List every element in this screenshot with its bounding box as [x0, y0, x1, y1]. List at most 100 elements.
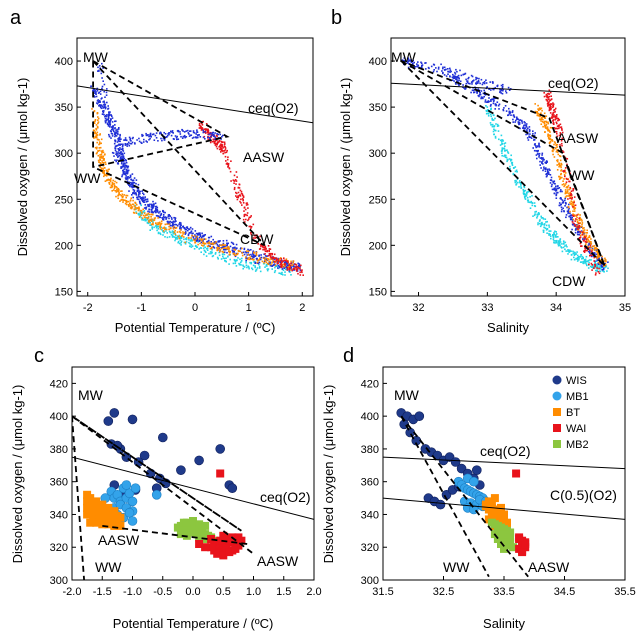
data-point [253, 256, 255, 258]
data-point [157, 140, 159, 142]
data-point [580, 254, 582, 256]
data-point [284, 271, 286, 273]
data-point [602, 270, 604, 272]
data-point [581, 223, 583, 226]
data-point [174, 221, 176, 223]
data-point-mb2 [192, 530, 200, 539]
data-point [267, 263, 270, 266]
data-point [126, 145, 128, 147]
data-point [121, 175, 123, 178]
data-point [498, 103, 501, 106]
data-point [224, 248, 227, 251]
data-point [498, 108, 500, 110]
data-point [227, 166, 229, 168]
data-point [210, 241, 212, 243]
data-point [582, 238, 584, 241]
data-point [93, 110, 96, 113]
data-point [121, 193, 124, 196]
data-point [280, 257, 282, 259]
data-point [211, 246, 214, 249]
data-point [501, 141, 503, 143]
data-point [592, 265, 595, 268]
data-point [483, 82, 486, 85]
data-point [545, 115, 548, 117]
data-point [491, 81, 494, 83]
data-point [171, 218, 173, 220]
data-point [280, 265, 282, 268]
data-point [123, 168, 125, 171]
data-point-mb1 [124, 507, 135, 518]
data-point [95, 147, 98, 150]
data-point [122, 198, 124, 201]
data-point [177, 130, 180, 133]
data-point [120, 148, 122, 150]
data-point [546, 168, 549, 171]
data-point [252, 255, 255, 257]
data-point [126, 143, 129, 145]
data-point [557, 159, 559, 161]
data-point [126, 194, 129, 197]
data-point [203, 243, 205, 245]
x-tick-label-a: -2 [83, 302, 93, 314]
data-point [129, 200, 132, 202]
data-point [521, 122, 524, 124]
data-point [155, 211, 157, 214]
data-point [472, 89, 475, 91]
data-point [220, 151, 222, 153]
data-point [142, 196, 144, 198]
data-point [101, 87, 103, 90]
data-point [488, 97, 490, 99]
data-point [576, 251, 578, 253]
b-ann-cdw: CDW [552, 273, 586, 289]
data-point [603, 265, 605, 267]
data-point [570, 254, 573, 256]
data-point [420, 61, 422, 64]
data-point [151, 213, 154, 216]
data-point [497, 125, 500, 127]
data-point [527, 199, 530, 201]
data-point [114, 139, 116, 141]
data-point [209, 132, 212, 135]
data-point [554, 142, 557, 144]
data-point [437, 68, 440, 70]
data-point [501, 152, 503, 154]
data-point [110, 184, 113, 187]
data-point [565, 250, 567, 252]
data-point [107, 116, 110, 118]
data-point [96, 103, 99, 105]
plot-c-frame [71, 366, 315, 581]
data-point [266, 255, 268, 257]
data-point [538, 142, 540, 145]
data-point [560, 247, 563, 249]
data-point [242, 251, 245, 254]
data-point [571, 216, 573, 219]
data-point [569, 172, 571, 175]
data-point [578, 233, 581, 236]
data-point [158, 216, 161, 218]
data-point [484, 101, 487, 103]
data-point [196, 239, 199, 242]
data-point [560, 163, 563, 166]
data-point [93, 137, 95, 139]
data-point [547, 92, 550, 95]
data-point [148, 205, 150, 208]
data-point [569, 187, 572, 190]
data-point [567, 250, 569, 252]
data-point [476, 77, 478, 79]
data-point [245, 259, 247, 262]
data-point [155, 227, 158, 229]
data-point [156, 229, 158, 232]
data-point [240, 190, 243, 193]
data-point [156, 223, 159, 226]
data-point [195, 244, 197, 247]
data-point-wis [450, 457, 461, 467]
data-point [232, 262, 235, 265]
data-point [96, 146, 98, 149]
data-point [250, 227, 252, 229]
data-point [186, 227, 189, 229]
data-point [601, 265, 603, 268]
data-point [99, 105, 102, 107]
data-point [587, 244, 590, 246]
data-point [247, 248, 249, 251]
data-point [552, 111, 555, 114]
